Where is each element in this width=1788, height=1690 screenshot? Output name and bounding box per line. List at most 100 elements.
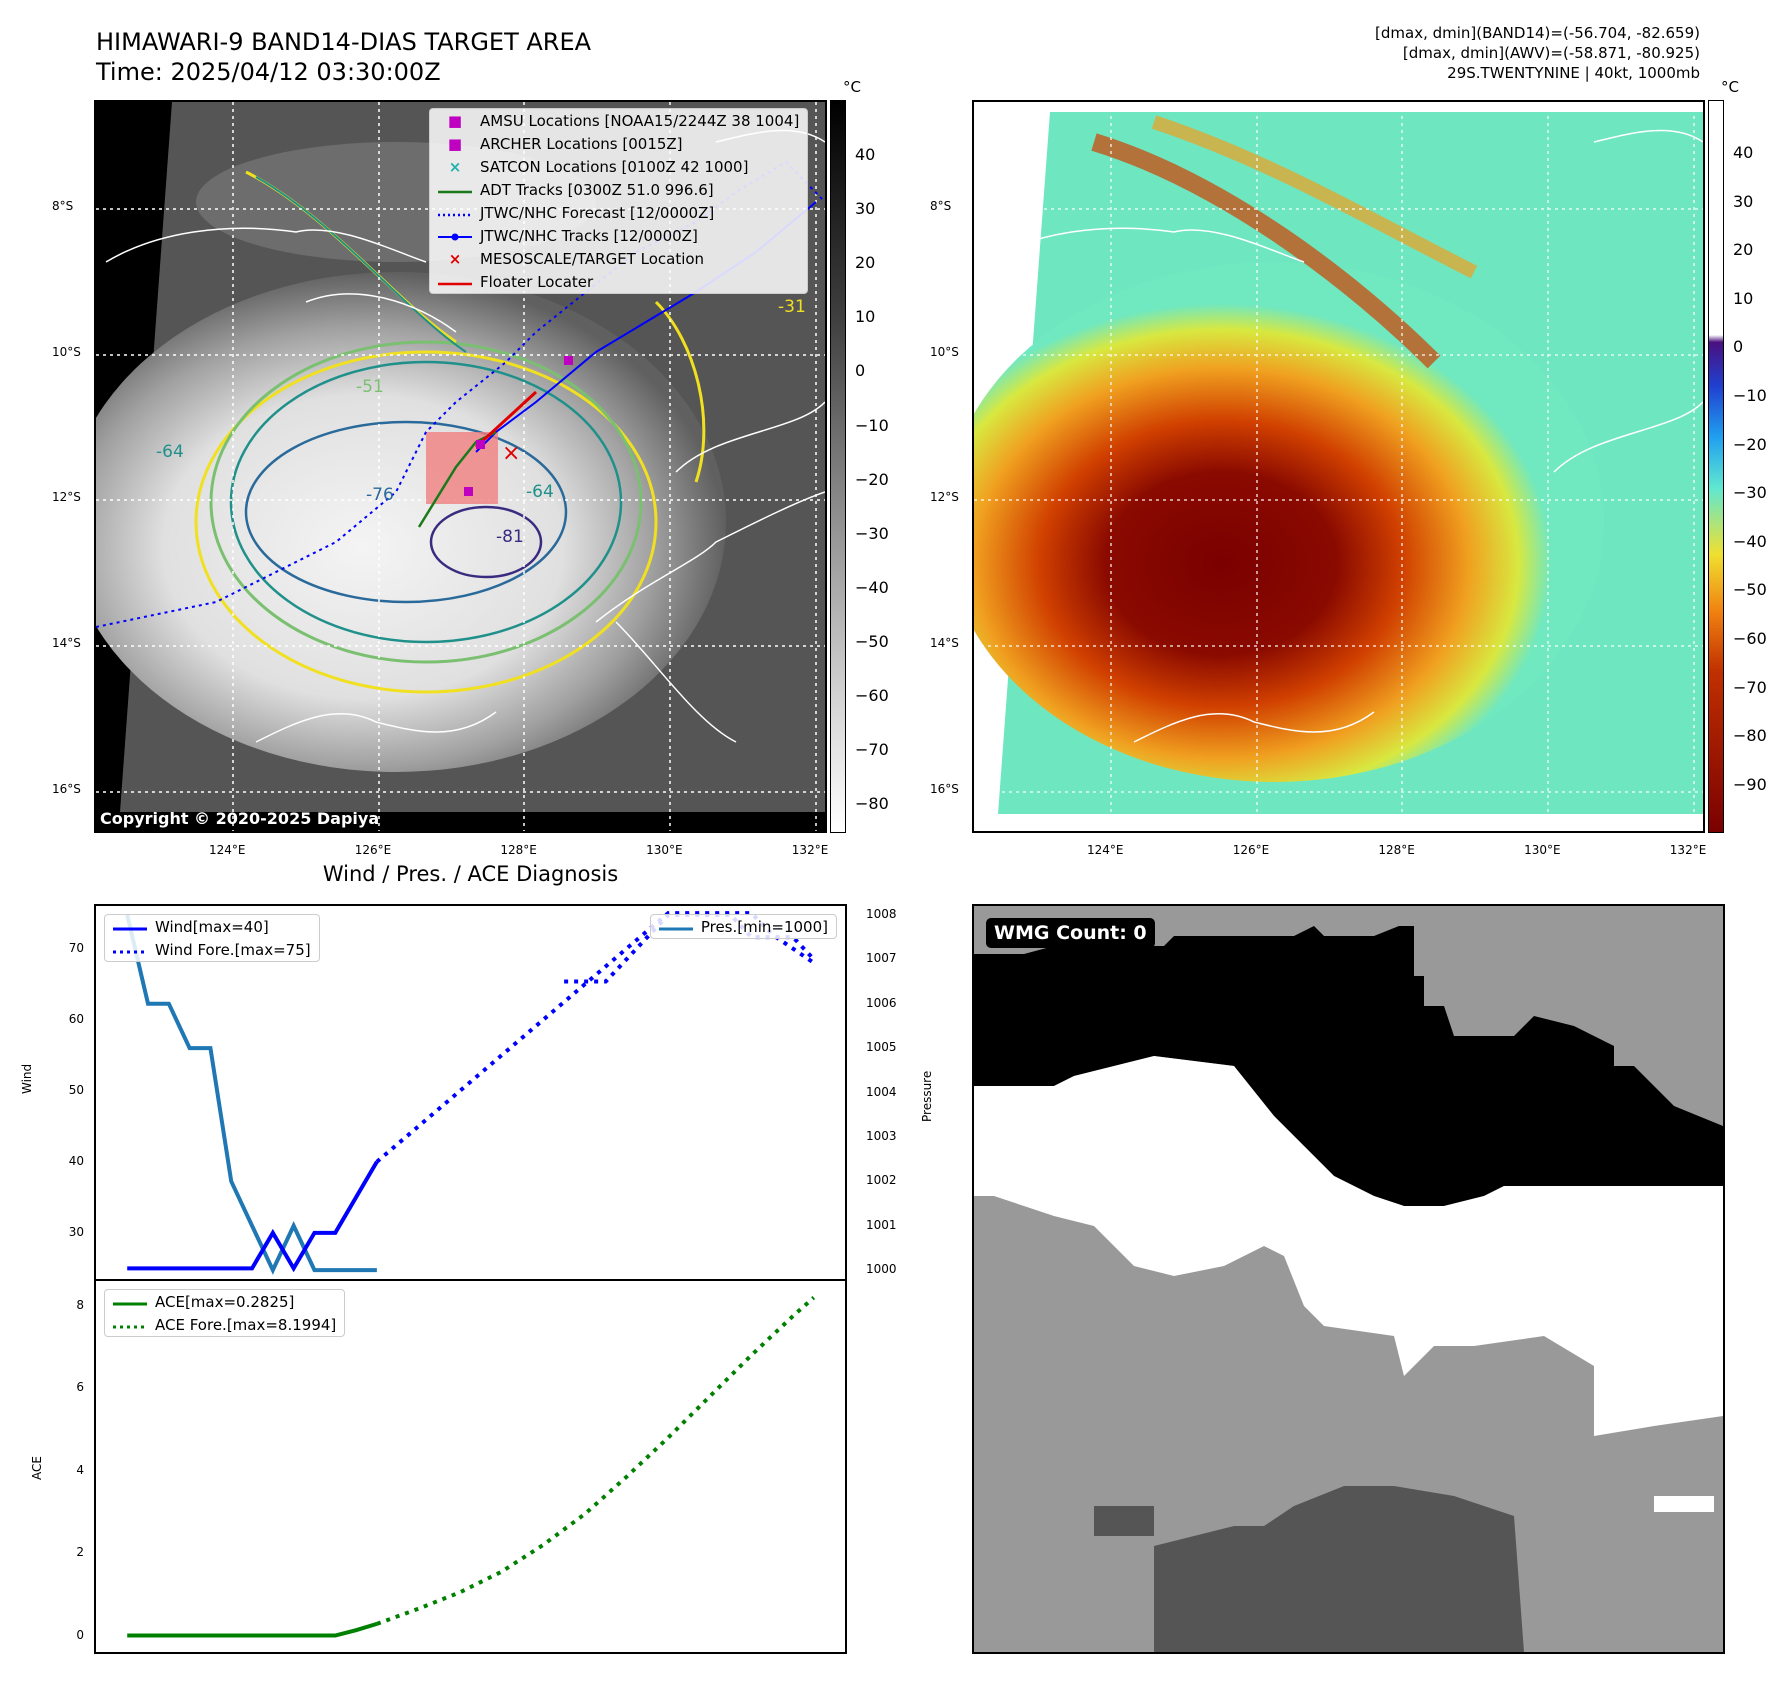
wind-legend: Wind[max=40] Wind Fore.[max=75] <box>104 914 320 962</box>
colorbar-right-tick: −90 <box>1733 774 1767 794</box>
map-legend-marker: ■ <box>447 111 463 130</box>
pressure-axis-tick: 1006 <box>866 995 897 1010</box>
wind-series-line <box>127 1160 379 1273</box>
wind-pressure-panel: Wind[max=40] Wind Fore.[max=75] Pres.[mi… <box>94 904 847 1281</box>
ir-map-panel: × -76 -64 -81 -64 -51 -31 Copyright © 20… <box>94 100 827 833</box>
map-legend-row: × MESOSCALE/TARGET Location <box>430 247 807 270</box>
wind-fore-legend-label: Wind Fore.[max=75] <box>155 940 311 959</box>
colorbar-left-tick: −20 <box>855 469 889 489</box>
ir-map-lat-label: 10°S <box>52 344 81 359</box>
map-legend-label: SATCON Locations [0100Z 42 1000] <box>480 157 749 176</box>
map-legend-label: JTWC/NHC Forecast [12/0000Z] <box>480 203 715 222</box>
colorbar-left-unit: °C <box>843 78 861 96</box>
map-legend-marker <box>438 273 472 291</box>
colorbar-right-tick: −20 <box>1733 434 1767 454</box>
ace-legend-dotted <box>113 1316 147 1334</box>
ace-axis-tick: 6 <box>76 1380 84 1395</box>
wmg-panel: WMG Count: 0 <box>972 904 1725 1654</box>
ir-map-lon-label: 130°E <box>646 843 683 857</box>
map-legend-label: JTWC/NHC Tracks [12/0000Z] <box>480 226 698 245</box>
wind-axis-tick: 50 <box>68 1082 84 1097</box>
map-legend-row: ■ ARCHER Locations [0015Z] <box>430 132 807 155</box>
colorbar-right-tick: 30 <box>1733 191 1754 211</box>
wind-axis-tick: 60 <box>68 1011 84 1026</box>
ace-legend: ACE[max=0.2825] ACE Fore.[max=8.1994] <box>104 1289 346 1337</box>
pressure-axis-tick: 1002 <box>866 1173 897 1188</box>
ace-ylabel: ACE <box>30 1456 44 1480</box>
colorbar-left-tick: −10 <box>855 415 889 435</box>
wind-axis-tick: 70 <box>68 940 84 955</box>
pressure-ylabel: Pressure <box>920 1070 934 1122</box>
ace-panel: ACE[max=0.2825] ACE Fore.[max=8.1994] <box>94 1279 847 1654</box>
colorbar-left <box>830 100 846 833</box>
colorbar-left-tick: −70 <box>855 740 889 760</box>
awv-map-lon-label: 126°E <box>1232 843 1270 857</box>
awv-map-lat-label: 14°S <box>930 636 959 651</box>
pressure-axis-tick: 1001 <box>866 1217 897 1232</box>
colorbar-right <box>1708 100 1724 833</box>
pressure-legend: Pres.[min=1000] <box>649 914 837 939</box>
map-legend-marker: × <box>448 249 462 268</box>
map-legend-row: ADT Tracks [0300Z 51.0 996.6] <box>430 178 807 201</box>
colorbar-left-tick: −30 <box>855 523 889 543</box>
ir-map-lon-label: 126°E <box>354 843 392 857</box>
pressure-axis-tick: 1007 <box>866 951 897 966</box>
awv-map-svg <box>974 102 1703 831</box>
colorbar-right-tick: 0 <box>1733 337 1744 357</box>
map-legend-label: ADT Tracks [0300Z 51.0 996.6] <box>480 180 714 199</box>
time-title: Time: 2025/04/12 03:30:00Z <box>96 58 441 86</box>
colorbar-right-tick: −10 <box>1733 386 1767 405</box>
colorbar-left-tick: −80 <box>855 794 889 814</box>
awv-map-lat-label: 8°S <box>930 199 952 213</box>
awv-cold-core <box>974 262 1604 782</box>
info-awv: [dmax, dmin](AWV)=(-58.871, -80.925) <box>1402 44 1700 62</box>
map-legend-row: ■ AMSU Locations [NOAA15/2244Z 38 1004] <box>430 109 807 132</box>
map-legend-row: JTWC/NHC Tracks [12/0000Z] <box>430 224 807 247</box>
pressure-axis-tick: 1003 <box>866 1128 897 1143</box>
colorbar-right-tick: −50 <box>1733 580 1767 600</box>
contour-label: -81 <box>496 527 524 547</box>
pressure-axis-tick: 1004 <box>866 1084 897 1099</box>
map-legend: ■ AMSU Locations [NOAA15/2244Z 38 1004] ■ A… <box>429 108 809 294</box>
ir-map-lon-label: 132°E <box>791 843 829 857</box>
info-storm: 29S.TWENTYNINE | 40kt, 1000mb <box>1447 64 1700 82</box>
pressure-axis-tick: 1000 <box>866 1262 897 1277</box>
diagnosis-title: Wind / Pres. / ACE Diagnosis <box>322 862 619 886</box>
pressure-legend-label: Pres.[min=1000] <box>700 917 828 936</box>
colorbar-left-tick: 30 <box>855 199 876 219</box>
colorbar-right-tick: −80 <box>1733 726 1767 746</box>
ace-axis-tick: 0 <box>76 1627 84 1642</box>
ace-legend-label: ACE[max=0.2825] <box>155 1292 295 1311</box>
colorbar-right-tick: −60 <box>1733 629 1767 648</box>
map-legend-marker <box>438 204 472 222</box>
pressure-axis-tick: 1005 <box>866 1040 897 1055</box>
contour-label: -51 <box>356 377 384 397</box>
awv-map-lon-label: 130°E <box>1524 843 1561 857</box>
wmg-dark-region <box>1154 1486 1524 1652</box>
ace-forecast-line <box>376 1296 816 1626</box>
map-legend-marker <box>438 227 472 245</box>
ir-map-lon-label: 128°E <box>500 843 537 857</box>
awv-map-lat-label: 16°S <box>930 781 959 796</box>
colorbar-right-tick: −70 <box>1733 677 1767 697</box>
colorbar-right-tick: 40 <box>1733 143 1754 162</box>
map-legend-label: Floater Locater <box>480 272 594 291</box>
wmg-count-label: WMG Count: 0 <box>986 918 1155 948</box>
wind-legend-label: Wind[max=40] <box>155 917 269 936</box>
pressure-legend-solid <box>658 918 693 936</box>
ace-axis-tick: 2 <box>76 1545 84 1560</box>
awv-map-lon-label: 124°E <box>1087 843 1124 857</box>
cloud-mass <box>96 272 726 772</box>
colorbar-right-tick: −40 <box>1733 531 1767 551</box>
main-title: HIMAWARI-9 BAND14-DIAS TARGET AREA <box>96 28 592 56</box>
wind-axis-tick: 30 <box>68 1224 84 1239</box>
map-legend-marker: × <box>448 157 462 176</box>
wmg-black-region <box>974 926 1723 1206</box>
colorbar-right-tick: −30 <box>1733 483 1767 503</box>
colorbar-left-tick: 20 <box>855 253 876 273</box>
map-legend-row: Floater Locater <box>430 270 807 293</box>
wind-forecast-line <box>375 911 815 1164</box>
info-band14: [dmax, dmin](BAND14)=(-56.704, -82.659) <box>1375 24 1700 42</box>
wind-legend-solid <box>113 918 147 936</box>
ace-axis-tick: 4 <box>76 1462 84 1477</box>
